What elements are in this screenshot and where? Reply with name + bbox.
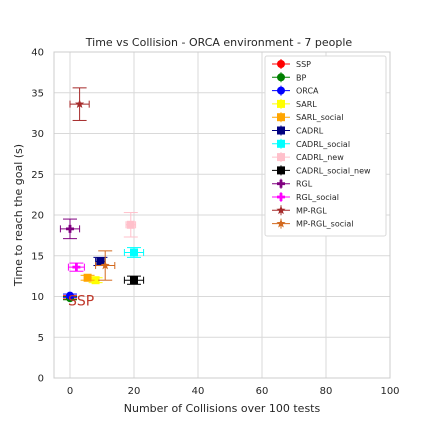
legend-item-bp: BP bbox=[272, 72, 306, 83]
y-tick-label: 40 bbox=[31, 48, 44, 59]
series-rgl bbox=[59, 218, 81, 240]
legend-label: SARL_social bbox=[296, 113, 344, 122]
data-marks bbox=[59, 87, 145, 303]
point-mp-rgl bbox=[75, 99, 85, 109]
y-tick-label: 35 bbox=[31, 88, 44, 99]
annotation-ssp: SSP bbox=[68, 294, 94, 310]
legend-item-mp-rgl: MP-RGL bbox=[272, 205, 327, 216]
legend-marker bbox=[276, 205, 286, 215]
legend-marker bbox=[277, 193, 285, 202]
x-tick-label: 20 bbox=[128, 386, 141, 397]
legend-label: MP-RGL_social bbox=[296, 220, 353, 229]
legend-marker bbox=[277, 73, 285, 82]
legend-marker bbox=[277, 86, 285, 95]
x-tick-label: 100 bbox=[380, 386, 399, 397]
point-cadrl-social bbox=[130, 248, 138, 257]
y-tick-label: 15 bbox=[31, 251, 44, 262]
legend-marker bbox=[277, 60, 285, 68]
legend-marker bbox=[277, 113, 285, 122]
plot-frame bbox=[53, 51, 391, 379]
series-cadrl-social-new bbox=[123, 275, 145, 285]
point-cadrl bbox=[96, 257, 105, 266]
legend-label: MP-RGL bbox=[296, 206, 327, 215]
y-tick-label: 20 bbox=[31, 211, 44, 222]
legend-marker bbox=[277, 153, 285, 162]
legend: SSP BP ORCA SARL SARL_social CADRL CADRL_socia… bbox=[264, 55, 387, 237]
legend-label: RGL_social bbox=[296, 193, 339, 202]
legend-marker bbox=[277, 126, 285, 135]
legend-label: SSP bbox=[296, 60, 311, 69]
y-tick-label: 10 bbox=[31, 292, 44, 303]
legend-label: CADRL_social_new bbox=[296, 166, 371, 175]
legend-marker bbox=[277, 99, 285, 108]
y-tick-label: 0 bbox=[38, 374, 44, 385]
y-tick-label: 25 bbox=[31, 170, 44, 181]
legend-item-ssp: SSP bbox=[272, 59, 311, 69]
legend-item-cadrl-new: CADRL_new bbox=[272, 152, 344, 163]
point-rgl-social bbox=[72, 263, 81, 272]
x-tick-label: 80 bbox=[320, 386, 333, 397]
y-tick-label: 30 bbox=[31, 129, 44, 140]
y-tick-label: 5 bbox=[38, 333, 44, 344]
legend-box bbox=[264, 55, 387, 237]
legend-item-mp-rgl-social: MP-RGL_social bbox=[272, 218, 353, 229]
x-tick-label: 40 bbox=[192, 386, 205, 397]
legend-label: CADRL bbox=[296, 127, 324, 136]
legend-item-sarl-social: SARL_social bbox=[272, 112, 344, 123]
legend-item-sarl: SARL bbox=[272, 98, 317, 109]
series-sarl-social bbox=[80, 273, 95, 282]
legend-marker bbox=[277, 166, 285, 175]
series-orca bbox=[63, 291, 77, 300]
y-axis-label: Time to reach the goal (s) bbox=[12, 144, 25, 287]
legend-item-cadrl: CADRL bbox=[272, 125, 324, 136]
chart-title: Time vs Collision - ORCA environment - 7… bbox=[85, 36, 353, 49]
point-sarl bbox=[91, 276, 100, 285]
point-sarl-social bbox=[83, 273, 92, 282]
tick-labels: 0 20 40 60 80 100 0 5 10 15 20 25 30 35 40 bbox=[31, 48, 399, 398]
legend-label: BP bbox=[296, 73, 306, 82]
legend-label: SARL bbox=[296, 100, 317, 109]
legend-label: CADRL_social bbox=[296, 140, 350, 149]
point-cadrl-new bbox=[126, 220, 135, 229]
x-axis-label: Number of Collisions over 100 tests bbox=[124, 402, 321, 415]
legend-item-orca: ORCA bbox=[272, 85, 319, 96]
point-orca bbox=[66, 291, 74, 300]
x-tick-label: 0 bbox=[67, 386, 73, 397]
legend-item-cadrl-social: CADRL_social bbox=[272, 138, 350, 149]
legend-marker bbox=[276, 218, 286, 228]
series-mp-rgl-social bbox=[95, 250, 116, 281]
point-cadrl-social-new bbox=[130, 276, 138, 285]
point-mp-rgl-social bbox=[100, 260, 110, 270]
legend-item-rgl-social: RGL_social bbox=[272, 192, 339, 202]
series-rgl-social bbox=[67, 262, 85, 272]
legend-item-cadrl-social-new: CADRL_social_new bbox=[272, 165, 371, 176]
legend-label: ORCA bbox=[296, 87, 319, 96]
legend-label: RGL bbox=[296, 180, 313, 189]
legend-marker bbox=[277, 139, 285, 148]
legend-label: CADRL_new bbox=[296, 153, 344, 162]
point-rgl bbox=[66, 224, 74, 233]
legend-marker bbox=[277, 179, 285, 188]
series-cadrl-social bbox=[123, 247, 145, 258]
series-mp-rgl bbox=[69, 87, 90, 121]
x-tick-label: 60 bbox=[256, 386, 269, 397]
series-cadrl-new bbox=[123, 212, 138, 238]
legend-item-rgl: RGL bbox=[272, 178, 313, 189]
